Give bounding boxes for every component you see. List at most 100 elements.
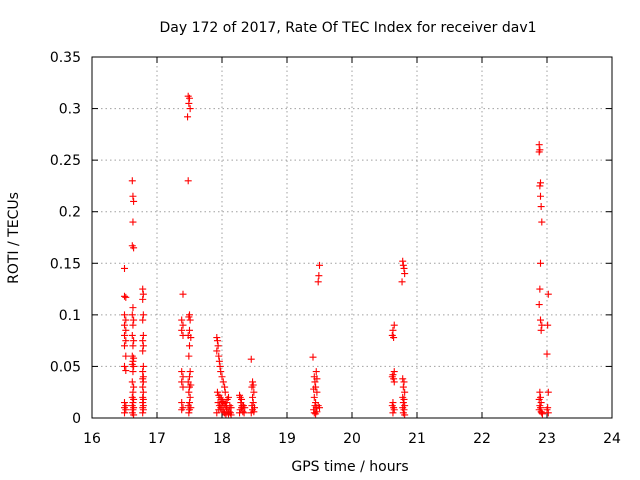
data-point <box>316 404 323 412</box>
data-point <box>122 293 130 301</box>
data-point <box>400 264 408 272</box>
data-point <box>184 113 192 121</box>
data-point <box>122 326 130 334</box>
data-point <box>213 347 221 355</box>
y-tick-label: 0.1 <box>59 308 81 324</box>
data-point <box>186 373 193 381</box>
x-tick-label: 20 <box>343 431 361 447</box>
data-point <box>130 395 138 403</box>
data-point <box>122 337 130 345</box>
data-point <box>248 383 256 391</box>
data-point <box>310 385 318 393</box>
data-point <box>537 259 544 267</box>
data-point <box>186 94 193 102</box>
data-point <box>130 362 138 370</box>
data-point <box>390 378 398 386</box>
data-point <box>121 409 128 417</box>
data-point <box>186 399 193 407</box>
data-point <box>213 337 221 345</box>
data-point <box>312 410 320 418</box>
data-point <box>214 342 222 350</box>
data-point <box>544 388 552 396</box>
y-axis-label: ROTI / TECUs <box>6 192 22 284</box>
data-point <box>130 316 138 324</box>
data-point <box>186 316 194 324</box>
data-point <box>139 347 147 355</box>
data-point <box>179 321 187 329</box>
data-point <box>537 192 544 200</box>
data-point <box>121 362 128 370</box>
data-point <box>239 408 247 416</box>
data-point <box>236 409 244 417</box>
data-point <box>139 342 147 350</box>
data-point <box>121 311 128 319</box>
data-point <box>389 409 397 417</box>
data-point <box>139 378 147 386</box>
data-point <box>249 399 257 407</box>
data-point <box>389 326 397 334</box>
data-point <box>401 411 409 419</box>
data-point <box>538 321 546 329</box>
data-points <box>121 92 552 419</box>
data-point <box>314 278 322 286</box>
data-point <box>129 218 137 226</box>
data-point <box>398 278 406 286</box>
data-point <box>130 337 138 345</box>
y-tick-label: 0.35 <box>50 50 81 66</box>
data-point <box>390 334 398 342</box>
x-tick-label: 18 <box>213 431 231 447</box>
data-point <box>139 316 147 324</box>
data-point <box>187 334 195 342</box>
data-point <box>121 264 128 272</box>
data-point <box>538 218 546 226</box>
data-point <box>390 375 398 383</box>
data-point <box>185 409 193 417</box>
data-point <box>538 409 546 417</box>
data-point <box>543 350 551 358</box>
y-tick-label: 0.3 <box>59 102 81 118</box>
data-point <box>129 399 137 407</box>
data-point <box>128 331 136 339</box>
data-point <box>178 316 186 324</box>
data-point <box>139 362 147 370</box>
data-point <box>128 311 136 319</box>
data-point <box>535 141 543 149</box>
data-point <box>401 388 409 396</box>
data-point <box>139 290 147 298</box>
data-point <box>139 331 147 339</box>
data-point <box>178 406 186 414</box>
data-point <box>544 409 552 417</box>
data-point <box>178 368 186 376</box>
x-tick-label: 19 <box>278 431 296 447</box>
y-tick-label: 0.15 <box>50 256 81 272</box>
data-point <box>186 326 193 334</box>
data-point <box>399 399 407 407</box>
data-point <box>129 357 137 365</box>
data-point <box>178 326 186 334</box>
data-point <box>538 410 546 418</box>
data-point <box>130 383 138 391</box>
y-tick-labels: 0 0.05 0.1 0.15 0.2 0.25 0.3 0.35 <box>50 50 81 427</box>
x-tick-label: 24 <box>603 431 621 447</box>
data-point <box>186 105 194 113</box>
data-point <box>218 402 226 410</box>
data-point <box>544 321 552 329</box>
y-tick-label: 0.2 <box>59 205 81 221</box>
data-point <box>310 409 318 417</box>
data-point <box>225 393 232 401</box>
data-point <box>121 342 128 350</box>
data-point <box>247 409 255 417</box>
data-point <box>537 326 545 334</box>
data-point <box>249 378 257 386</box>
data-point <box>213 334 221 342</box>
x-tick-label: 23 <box>538 431 556 447</box>
data-point <box>122 406 130 414</box>
data-point <box>129 342 137 350</box>
data-point <box>139 368 147 376</box>
x-tick-labels: 16 17 18 19 20 21 22 23 24 <box>83 431 621 447</box>
data-point <box>238 395 245 403</box>
chart-title: Day 172 of 2017, Rate Of TEC Index for r… <box>159 20 536 36</box>
data-point <box>535 148 543 156</box>
